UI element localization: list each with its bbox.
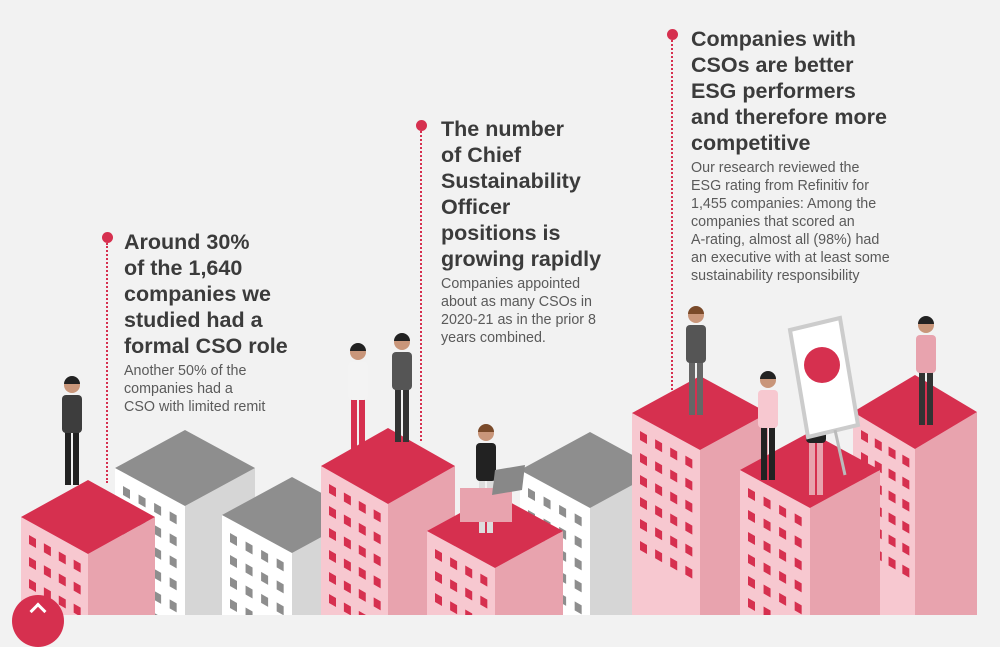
person-part — [769, 420, 775, 480]
person-standing — [62, 376, 82, 485]
person-part — [392, 352, 412, 390]
person-part — [686, 325, 706, 363]
person-part — [478, 424, 494, 432]
dotted-line — [420, 131, 422, 441]
person-part — [359, 392, 365, 452]
person-part — [817, 435, 823, 495]
seat-box — [460, 488, 512, 522]
person-part — [761, 420, 767, 480]
person-part — [916, 335, 936, 373]
person-part — [476, 443, 496, 481]
chevron-up-icon — [30, 603, 47, 620]
person-part — [73, 425, 79, 485]
person-part — [348, 362, 368, 400]
scroll-to-top-button[interactable] — [12, 595, 64, 647]
person-part — [64, 376, 80, 384]
person-part — [758, 390, 778, 428]
person-part — [395, 382, 401, 442]
person-part — [688, 306, 704, 314]
dotted-line — [106, 243, 108, 483]
person-part — [350, 343, 366, 351]
person-handshake-woman — [348, 343, 368, 452]
person-handshake-man — [392, 333, 412, 442]
person-part — [697, 355, 703, 415]
person-part — [918, 316, 934, 324]
pie-chart-icon — [804, 347, 840, 383]
pin-marker — [667, 29, 678, 40]
person-part — [351, 392, 357, 452]
person-part — [689, 355, 695, 415]
pin-marker — [102, 232, 113, 243]
dotted-line — [671, 40, 673, 390]
person-part — [65, 425, 71, 485]
person-part — [760, 371, 776, 379]
person-part — [927, 365, 933, 425]
person-part — [809, 435, 815, 495]
pin-marker — [416, 120, 427, 131]
person-part — [403, 382, 409, 442]
person-part — [62, 395, 82, 433]
person-part — [394, 333, 410, 341]
person-part — [919, 365, 925, 425]
